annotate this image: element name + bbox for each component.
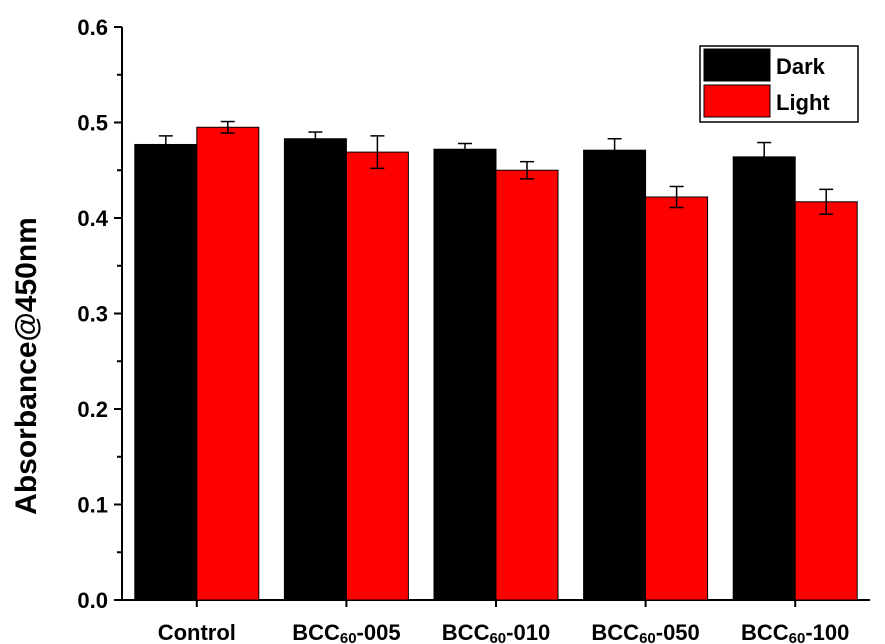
x-category-label: BCC60-005	[292, 620, 400, 644]
bar-dark	[433, 148, 497, 601]
x-category-label: BCC60-100	[741, 620, 849, 644]
bar-dark	[583, 149, 647, 601]
legend-swatch-dark	[703, 48, 771, 82]
legend: Dark Light	[699, 45, 859, 123]
x-category-label: BCC60-010	[442, 620, 550, 644]
bar-dark	[283, 138, 347, 601]
y-tick-label: 0.6	[77, 15, 108, 40]
x-category-labels: Control BCC60-005 BCC60-010 BCC60-050 BCC60-…	[158, 620, 850, 644]
bar-light	[495, 169, 559, 601]
x-category-label: BCC60-050	[591, 620, 699, 644]
y-tick-label: 0.2	[77, 397, 108, 422]
x-category-label: Control	[158, 620, 236, 644]
y-tick-label: 0.4	[77, 206, 108, 231]
bar-dark	[732, 156, 796, 601]
y-tick-label: 0.3	[77, 302, 108, 327]
legend-label-dark: Dark	[776, 54, 826, 79]
y-ticks: 0.0 0.1 0.2 0.3 0.4 0.5 0.6	[77, 15, 122, 613]
legend-swatch-light	[703, 84, 771, 118]
bar-light	[794, 201, 858, 601]
bar-dark	[134, 143, 198, 601]
y-axis-title: Absorbance@450nm	[10, 217, 43, 515]
legend-label-light: Light	[776, 90, 830, 115]
y-tick-label: 0.5	[77, 111, 108, 136]
y-tick-label: 0.0	[77, 588, 108, 613]
bar-light	[196, 126, 260, 601]
bar-light	[645, 196, 709, 601]
bars	[134, 120, 858, 601]
bar-light	[345, 151, 409, 601]
y-tick-label: 0.1	[77, 493, 108, 518]
